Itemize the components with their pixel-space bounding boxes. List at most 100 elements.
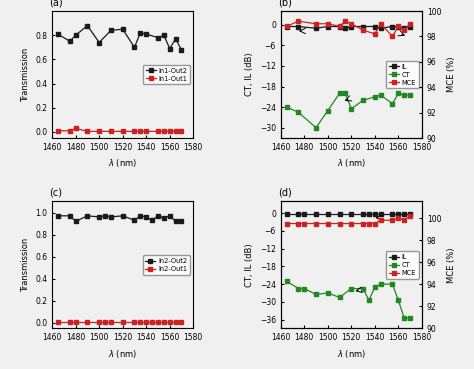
- In1-Out1: [155, 129, 161, 134]
- In1-Out2: [137, 31, 143, 35]
- In2-Out2: [149, 218, 155, 223]
- In1-Out2: [108, 28, 114, 32]
- IL: [395, 24, 401, 29]
- IL: [313, 212, 319, 216]
- Legend: In1-Out2, In1-Out1: In1-Out2, In1-Out1: [143, 65, 190, 84]
- Text: (b): (b): [278, 0, 292, 7]
- In1-Out2: [143, 32, 149, 36]
- In1-Out2: [73, 33, 79, 38]
- In1-Out1: [120, 129, 126, 134]
- CT: [378, 93, 383, 97]
- IL: [378, 212, 383, 216]
- MCE: [390, 34, 395, 39]
- MCE: [390, 218, 395, 223]
- Y-axis label: Transmission: Transmission: [20, 47, 29, 102]
- In2-Out2: [137, 214, 143, 218]
- MCE: [301, 221, 307, 226]
- CT: [284, 105, 290, 109]
- MCE: [395, 216, 401, 220]
- MCE: [348, 221, 354, 226]
- X-axis label: $\lambda$ (nm): $\lambda$ (nm): [108, 158, 137, 169]
- MCE: [401, 218, 407, 223]
- In2-Out2: [132, 218, 137, 223]
- IL: [360, 24, 366, 29]
- IL: [337, 212, 342, 216]
- CT: [401, 316, 407, 320]
- In2-Out1: [67, 320, 73, 325]
- In1-Out1: [173, 129, 178, 134]
- In1-Out2: [161, 33, 167, 38]
- MCE: [337, 24, 342, 28]
- In2-Out2: [84, 214, 90, 218]
- In1-Out2: [120, 27, 126, 31]
- In1-Out2: [84, 23, 90, 28]
- Line: In1-Out2: In1-Out2: [56, 24, 183, 52]
- MCE: [337, 221, 342, 226]
- Text: (a): (a): [49, 0, 63, 7]
- CT: [325, 108, 331, 113]
- Legend: IL, CT, MCE: IL, CT, MCE: [386, 251, 419, 279]
- MCE: [325, 221, 331, 226]
- CT: [313, 292, 319, 297]
- In1-Out1: [167, 129, 173, 134]
- In2-Out2: [155, 214, 161, 218]
- In2-Out1: [143, 320, 149, 325]
- In2-Out2: [167, 214, 173, 218]
- IL: [378, 26, 383, 30]
- CT: [301, 286, 307, 291]
- In2-Out2: [120, 214, 126, 218]
- In1-Out1: [132, 129, 137, 134]
- In2-Out1: [149, 320, 155, 325]
- X-axis label: $\lambda$ (nm): $\lambda$ (nm): [337, 348, 366, 360]
- In1-Out2: [67, 39, 73, 44]
- In2-Out1: [55, 320, 61, 325]
- CT: [366, 298, 372, 303]
- In1-Out2: [55, 32, 61, 36]
- In2-Out2: [143, 215, 149, 219]
- Line: MCE: MCE: [285, 214, 412, 225]
- MCE: [296, 19, 301, 24]
- In1-Out2: [96, 40, 102, 45]
- In2-Out1: [137, 320, 143, 325]
- IL: [407, 212, 413, 216]
- MCE: [407, 21, 413, 26]
- In1-Out2: [173, 37, 178, 41]
- Y-axis label: Transmission: Transmission: [20, 238, 29, 292]
- Line: IL: IL: [285, 212, 412, 216]
- MCE: [407, 214, 413, 218]
- In2-Out1: [132, 320, 137, 325]
- In1-Out1: [67, 128, 73, 133]
- IL: [296, 24, 301, 29]
- MCE: [343, 19, 348, 24]
- In2-Out1: [84, 320, 90, 325]
- IL: [284, 24, 290, 29]
- MCE: [378, 21, 383, 26]
- In1-Out2: [132, 45, 137, 49]
- CT: [401, 93, 407, 97]
- In2-Out1: [167, 320, 173, 325]
- CT: [372, 94, 378, 99]
- Line: IL: IL: [285, 25, 412, 30]
- Line: MCE: MCE: [285, 19, 412, 38]
- IL: [284, 212, 290, 216]
- CT: [284, 279, 290, 283]
- In2-Out2: [96, 215, 102, 219]
- MCE: [372, 221, 378, 226]
- CT: [348, 107, 354, 111]
- IL: [372, 212, 378, 216]
- In2-Out1: [173, 320, 178, 325]
- MCE: [401, 28, 407, 32]
- In1-Out1: [137, 129, 143, 134]
- Legend: IL, CT, MCE: IL, CT, MCE: [386, 61, 419, 88]
- In2-Out1: [179, 320, 184, 325]
- In1-Out1: [96, 129, 102, 134]
- IL: [401, 212, 407, 216]
- MCE: [284, 24, 290, 28]
- MCE: [325, 21, 331, 26]
- Line: CT: CT: [285, 92, 412, 130]
- IL: [390, 24, 395, 29]
- Y-axis label: MCE (%): MCE (%): [447, 57, 456, 92]
- IL: [407, 24, 413, 29]
- CT: [313, 125, 319, 130]
- CT: [378, 282, 383, 286]
